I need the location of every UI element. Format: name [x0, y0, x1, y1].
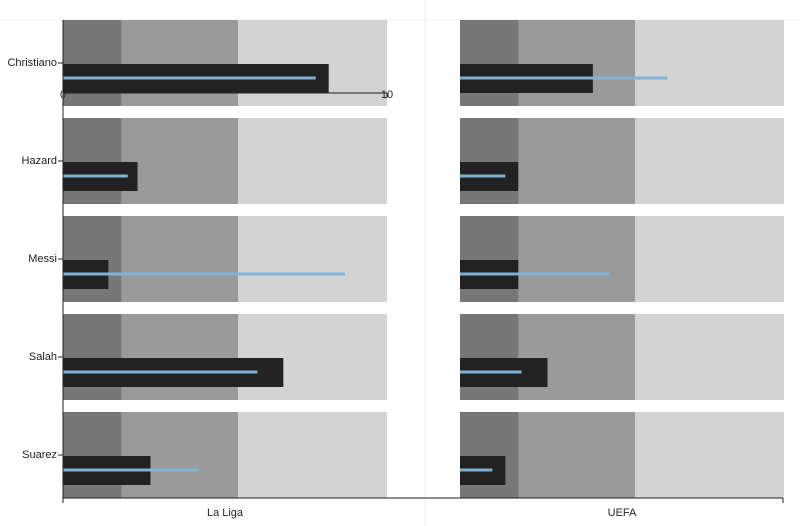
range-band — [63, 314, 122, 400]
y-tick-label: Christiano — [7, 57, 57, 69]
range-band — [460, 118, 519, 204]
y-tick-label: Suarez — [22, 449, 57, 461]
range-band — [63, 412, 122, 498]
y-tick-label: Messi — [28, 253, 57, 265]
range-band — [63, 216, 122, 302]
range-band — [460, 20, 519, 106]
range-band — [460, 412, 519, 498]
y-tick-label: Hazard — [22, 155, 57, 167]
x-axis-label: La Liga — [207, 507, 244, 519]
range-band — [460, 314, 519, 400]
x-tick-label: 10 — [381, 89, 393, 101]
x-axis-label: UEFA — [608, 507, 637, 519]
range-band — [460, 216, 519, 302]
range-band — [63, 118, 122, 204]
y-tick-label: Salah — [29, 351, 57, 363]
